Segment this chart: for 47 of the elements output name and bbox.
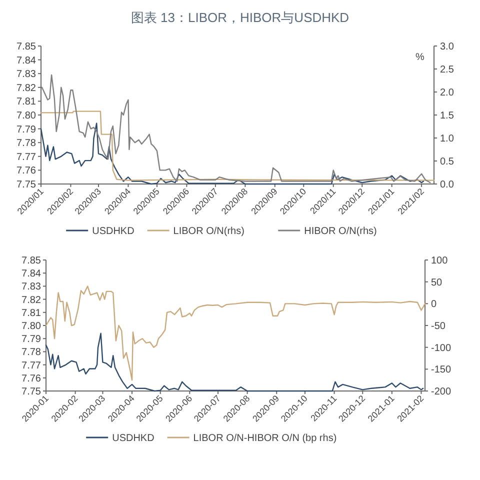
y2-tick-label: 2.5 — [440, 64, 454, 76]
line-series — [40, 110, 435, 181]
y-tick-label: 7.80 — [22, 321, 42, 332]
chart-title: 图表 13：LIBOR，HIBOR与USDHKD — [130, 10, 350, 25]
y2-tick-label: 1.0 — [440, 134, 454, 144]
y-tick-label: 7.81 — [22, 308, 42, 319]
y-tick-label: 7.76 — [16, 166, 36, 177]
y2-tick-label: 0 — [431, 299, 437, 310]
y-tick-label: 7.76 — [22, 373, 42, 384]
y-tick-label: 7.75 — [22, 386, 42, 398]
line-series — [45, 286, 426, 381]
legend-label: USDHKD — [112, 433, 154, 444]
y2-axis-title: % — [416, 52, 425, 63]
y-tick-label: 7.81 — [16, 96, 36, 108]
y-tick-label: 7.84 — [16, 55, 36, 66]
y-tick-label: 7.82 — [16, 82, 36, 94]
y2-tick-label: -150 — [431, 364, 452, 376]
y-tick-label: 7.84 — [22, 268, 42, 280]
y-tick-label: 7.79 — [16, 124, 36, 136]
y-tick-label: 7.82 — [22, 294, 42, 306]
y2-tick-label: 0.5 — [440, 156, 454, 168]
y-tick-label: 7.83 — [22, 282, 42, 293]
y-tick-label: 7.85 — [22, 256, 42, 266]
y2-tick-label: 0.0 — [440, 180, 454, 190]
y-tick-label: 7.80 — [16, 110, 36, 122]
y-tick-label: 7.85 — [16, 42, 36, 52]
y-tick-label: 7.83 — [16, 69, 36, 80]
y-tick-label: 7.75 — [16, 180, 36, 190]
line-series — [41, 74, 431, 184]
y2-tick-label: 1.5 — [440, 110, 454, 122]
line-series — [40, 122, 424, 185]
y-tick-label: 7.77 — [16, 152, 36, 163]
y2-tick-label: -200 — [431, 386, 452, 398]
y2-tick-label: -50 — [431, 321, 446, 332]
y-tick-label: 7.78 — [16, 138, 36, 150]
legend-label: USDHKD — [92, 226, 134, 237]
y-tick-label: 7.78 — [22, 347, 42, 358]
legend-label: LIBOR O/N-HIBOR O/N (bp rhs) — [193, 433, 337, 444]
y2-tick-label: 100 — [431, 256, 448, 266]
legend-label: HIBOR O/N(rhs) — [304, 226, 377, 237]
y2-tick-label: -100 — [431, 342, 452, 354]
y2-tick-label: 3.0 — [440, 42, 454, 52]
legend-label: LIBOR O/N(rhs) — [173, 226, 244, 237]
y-tick-label: 7.79 — [22, 334, 42, 346]
y2-tick-label: 50 — [431, 277, 443, 288]
y-tick-label: 7.77 — [22, 360, 42, 372]
y2-tick-label: 2.0 — [440, 88, 454, 98]
